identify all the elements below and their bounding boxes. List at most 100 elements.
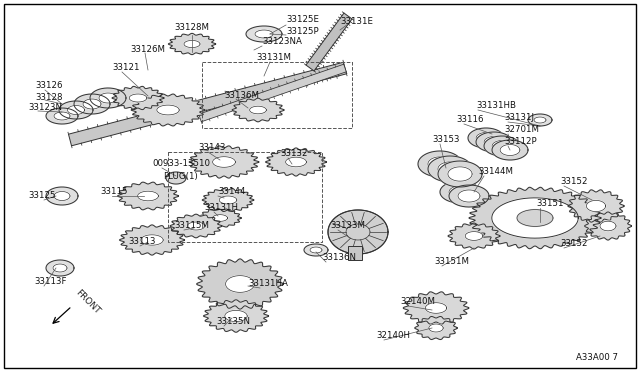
Text: 33125: 33125 xyxy=(28,192,56,201)
Polygon shape xyxy=(46,260,74,276)
Polygon shape xyxy=(166,172,186,184)
Polygon shape xyxy=(212,215,228,221)
Polygon shape xyxy=(304,244,328,256)
Bar xyxy=(168,152,322,242)
Polygon shape xyxy=(328,210,388,254)
Text: PLUG(1): PLUG(1) xyxy=(163,171,198,180)
Text: 33131J: 33131J xyxy=(504,113,534,122)
Text: 33121: 33121 xyxy=(112,64,140,73)
Polygon shape xyxy=(199,209,241,227)
Polygon shape xyxy=(492,141,512,151)
Polygon shape xyxy=(440,181,480,203)
Text: 33152: 33152 xyxy=(560,240,588,248)
Text: 33125E: 33125E xyxy=(286,16,319,25)
Polygon shape xyxy=(131,94,205,126)
Polygon shape xyxy=(225,310,247,322)
Polygon shape xyxy=(448,223,500,249)
Polygon shape xyxy=(83,99,101,109)
Polygon shape xyxy=(120,225,184,255)
Text: 33112P: 33112P xyxy=(504,138,536,147)
Polygon shape xyxy=(220,196,237,204)
Text: 33126M: 33126M xyxy=(130,45,165,55)
Text: 33131HB: 33131HB xyxy=(476,102,516,110)
Text: 33144M: 33144M xyxy=(478,167,513,176)
Text: 33123NA: 33123NA xyxy=(262,38,302,46)
Polygon shape xyxy=(310,247,322,253)
Polygon shape xyxy=(428,157,452,171)
Text: 32140M: 32140M xyxy=(400,298,435,307)
Text: 33151: 33151 xyxy=(536,199,563,208)
Text: 33115M: 33115M xyxy=(174,221,209,231)
Polygon shape xyxy=(285,157,307,167)
Text: 33133M: 33133M xyxy=(330,221,365,231)
Text: 33128M: 33128M xyxy=(175,23,209,32)
Text: 33126: 33126 xyxy=(35,81,63,90)
Polygon shape xyxy=(469,187,601,249)
Polygon shape xyxy=(484,136,520,156)
Polygon shape xyxy=(189,146,259,178)
Polygon shape xyxy=(500,144,520,155)
Polygon shape xyxy=(157,105,179,115)
Polygon shape xyxy=(246,26,282,42)
Polygon shape xyxy=(600,221,616,231)
Polygon shape xyxy=(188,222,205,230)
Polygon shape xyxy=(232,98,284,122)
Text: FRONT: FRONT xyxy=(74,288,102,316)
Polygon shape xyxy=(129,94,147,102)
Polygon shape xyxy=(67,106,84,115)
Polygon shape xyxy=(53,264,67,272)
Polygon shape xyxy=(196,259,284,309)
Polygon shape xyxy=(449,185,489,207)
Text: 33132: 33132 xyxy=(280,150,307,158)
Polygon shape xyxy=(584,212,632,240)
Text: A33A00 7: A33A00 7 xyxy=(576,353,618,362)
Text: 00933-13510: 00933-13510 xyxy=(152,160,210,169)
Polygon shape xyxy=(138,191,159,201)
Text: 33143: 33143 xyxy=(198,144,225,153)
Polygon shape xyxy=(168,33,216,55)
Polygon shape xyxy=(250,106,266,114)
Polygon shape xyxy=(90,88,126,108)
Polygon shape xyxy=(141,235,163,245)
Text: 32140H: 32140H xyxy=(376,331,410,340)
Bar xyxy=(348,246,362,260)
Polygon shape xyxy=(99,93,117,103)
Polygon shape xyxy=(528,114,552,126)
Text: 33113: 33113 xyxy=(128,237,156,247)
Polygon shape xyxy=(568,190,624,222)
Text: 33131HA: 33131HA xyxy=(248,279,288,289)
Polygon shape xyxy=(429,324,443,332)
Polygon shape xyxy=(418,151,462,177)
Polygon shape xyxy=(449,186,471,198)
Polygon shape xyxy=(492,140,528,160)
Polygon shape xyxy=(198,64,346,122)
Polygon shape xyxy=(68,62,346,146)
Polygon shape xyxy=(458,190,480,202)
Polygon shape xyxy=(306,13,352,71)
Polygon shape xyxy=(476,132,512,152)
Text: 33135N: 33135N xyxy=(216,317,250,327)
Polygon shape xyxy=(492,198,578,238)
Polygon shape xyxy=(54,192,70,201)
Polygon shape xyxy=(255,30,273,38)
Text: 33144: 33144 xyxy=(218,187,246,196)
Polygon shape xyxy=(428,156,472,182)
Text: 33116: 33116 xyxy=(456,115,483,125)
Polygon shape xyxy=(438,162,462,176)
Text: 33136M: 33136M xyxy=(224,90,259,99)
Polygon shape xyxy=(448,167,472,181)
Polygon shape xyxy=(415,317,457,340)
Polygon shape xyxy=(426,303,447,313)
Polygon shape xyxy=(438,161,482,187)
Polygon shape xyxy=(484,137,504,148)
Polygon shape xyxy=(403,292,468,324)
Text: 33115: 33115 xyxy=(100,187,127,196)
Bar xyxy=(202,62,352,128)
Polygon shape xyxy=(534,117,546,123)
Polygon shape xyxy=(465,232,483,240)
Polygon shape xyxy=(266,148,326,176)
Text: 33131H: 33131H xyxy=(204,203,238,212)
Text: 33152: 33152 xyxy=(560,177,588,186)
Text: 33131M: 33131M xyxy=(256,54,291,62)
Polygon shape xyxy=(468,128,504,148)
